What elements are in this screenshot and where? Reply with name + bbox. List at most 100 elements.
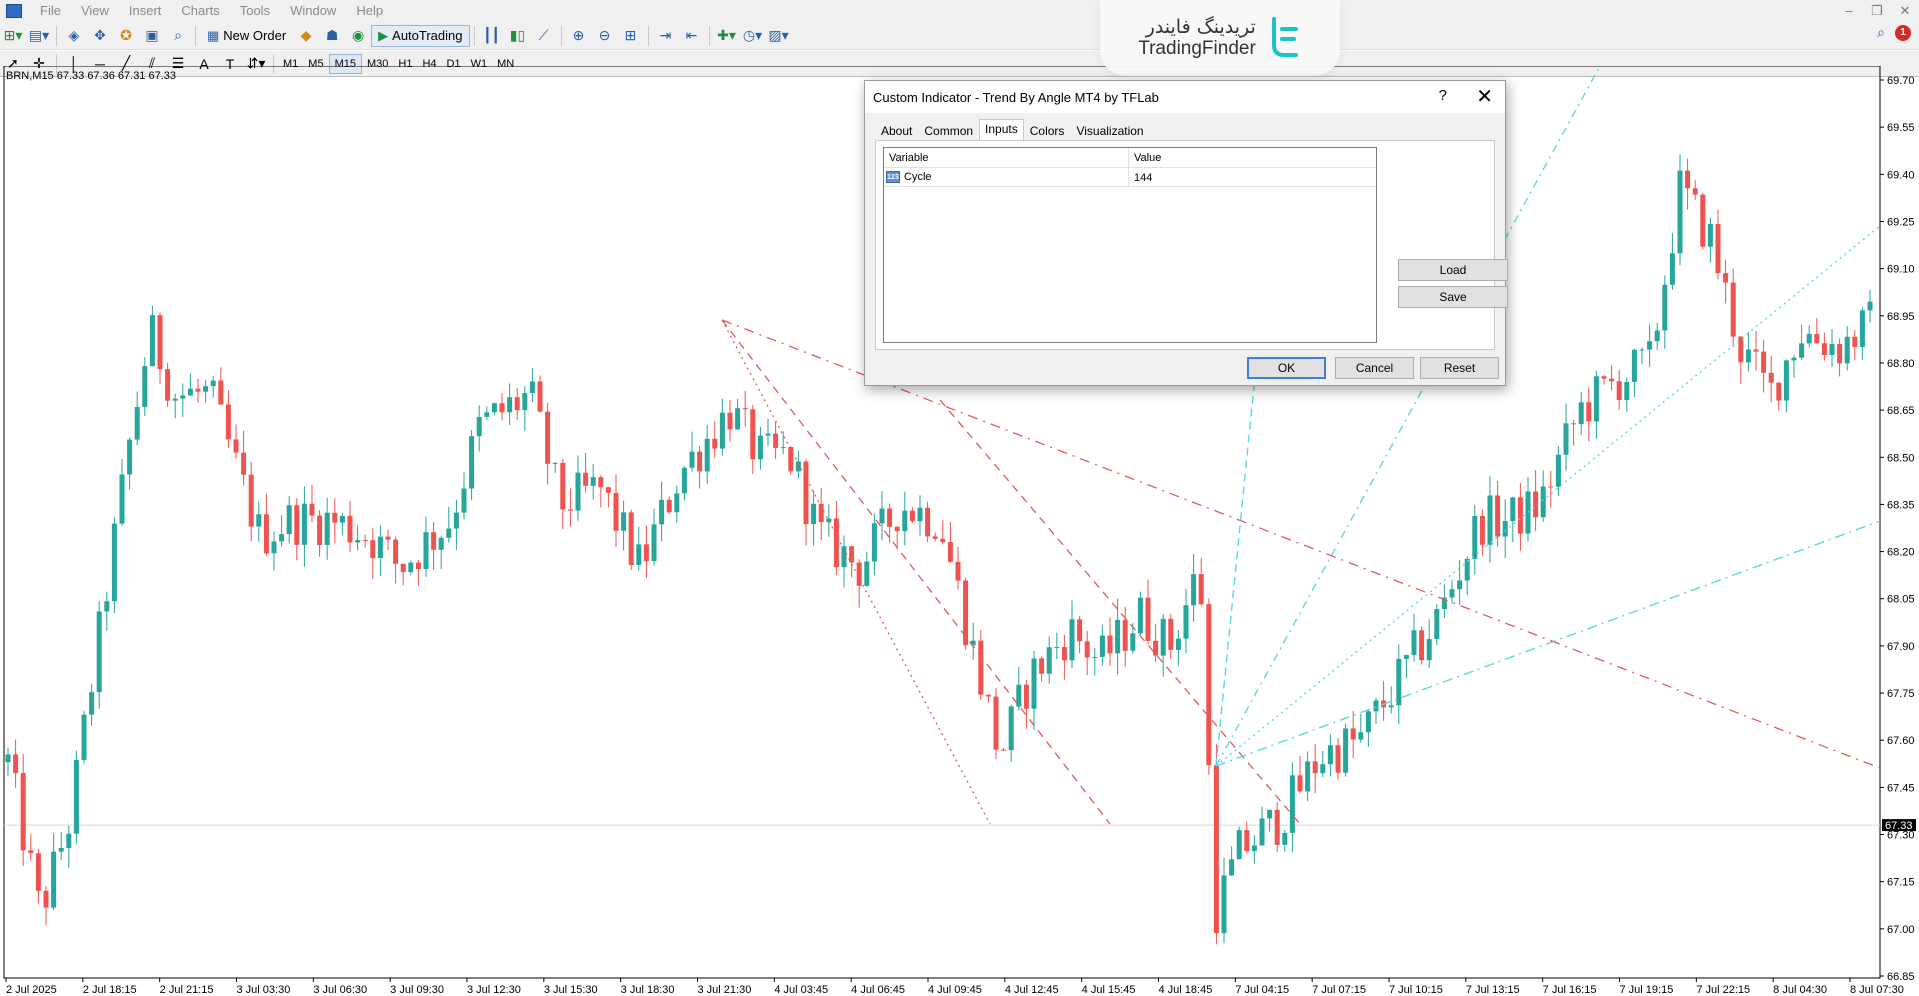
- candle-body: [1426, 639, 1432, 661]
- menu-charts[interactable]: Charts: [181, 3, 220, 18]
- chart-area[interactable]: 69.70 69.55 69.40 69.25 69.10 68.95 68.80 68.65…: [0, 66, 1919, 996]
- candle-body: [925, 507, 931, 537]
- candle-body: [1457, 580, 1463, 590]
- vertical-line-icon[interactable]: │: [69, 55, 79, 72]
- menu-help[interactable]: Help: [356, 3, 384, 18]
- autotrading-button[interactable]: ▶ AutoTrading: [371, 24, 470, 47]
- candlestick-icon[interactable]: ▮▯: [509, 27, 526, 43]
- cursor-icon[interactable]: ➚: [7, 55, 19, 71]
- crosshair-icon[interactable]: ✛: [33, 55, 45, 71]
- profiles-icon[interactable]: ▤▾: [28, 27, 50, 43]
- cancel-button[interactable]: Cancel: [1335, 357, 1414, 379]
- strategy-tester-icon[interactable]: ⌕: [174, 27, 182, 43]
- candle-body: [1464, 558, 1470, 581]
- candle-body: [1791, 357, 1797, 361]
- data-window-icon[interactable]: ✥: [94, 27, 106, 43]
- autotrading-label: AutoTrading: [392, 28, 463, 43]
- help-icon[interactable]: ?: [1438, 87, 1447, 104]
- new-chart-icon[interactable]: ⊞▾: [3, 27, 23, 43]
- candle-body: [894, 526, 900, 532]
- row-value-cell[interactable]: 144: [1134, 172, 1153, 184]
- menu-window[interactable]: Window: [290, 3, 337, 18]
- ok-button[interactable]: OK: [1247, 357, 1326, 379]
- candle-body: [301, 503, 307, 545]
- autoscroll-icon[interactable]: ⇤: [685, 27, 698, 43]
- dialog-titlebar[interactable]: Custom Indicator - Trend By Angle MT4 by…: [865, 81, 1505, 113]
- candle-body: [1175, 638, 1181, 650]
- load-button[interactable]: Load: [1398, 259, 1508, 281]
- bar-chart-icon[interactable]: ┃┃: [483, 27, 500, 43]
- candle-body: [917, 507, 923, 522]
- arrows-icon[interactable]: ⇵▾: [246, 55, 266, 71]
- candle-body: [514, 397, 520, 411]
- market-icon[interactable]: ◉: [352, 27, 365, 43]
- new-order-icon: ▦: [207, 27, 220, 43]
- current-price-label: 67.33: [1885, 820, 1913, 832]
- trendline-icon[interactable]: ╱: [121, 55, 131, 71]
- candle-body: [13, 754, 19, 774]
- x-tick-label: 2 Jul 18:15: [83, 984, 137, 996]
- candle-body: [1837, 344, 1843, 364]
- save-button[interactable]: Save: [1398, 286, 1508, 308]
- tab-common[interactable]: Common: [924, 124, 974, 138]
- candle-body: [1730, 282, 1736, 337]
- candlestick-chart[interactable]: 69.70 69.55 69.40 69.25 69.10 68.95 68.80 68.65…: [0, 66, 1919, 996]
- toolbar-divider: [195, 25, 196, 46]
- close-window-icon[interactable]: ✕: [1899, 3, 1911, 18]
- tab-colors[interactable]: Colors: [1029, 124, 1065, 138]
- chart-shift-icon[interactable]: ⇥: [659, 27, 672, 43]
- x-tick-label: 7 Jul 07:15: [1312, 984, 1366, 996]
- menu-file[interactable]: File: [40, 3, 61, 18]
- line-chart-icon[interactable]: ⟋: [538, 27, 549, 43]
- candle-body: [1130, 633, 1136, 651]
- candle-body: [81, 714, 87, 760]
- indicators-icon[interactable]: ✚▾: [717, 27, 736, 43]
- zoom-in-icon[interactable]: ⊕: [572, 27, 585, 43]
- y-tick-label: 68.50: [1887, 452, 1915, 464]
- candle-body: [1289, 775, 1295, 833]
- candle-body: [66, 833, 72, 848]
- reset-button[interactable]: Reset: [1420, 357, 1499, 379]
- new-order-label: New Order: [223, 28, 287, 43]
- horizontal-line-icon[interactable]: ─: [95, 55, 105, 72]
- candle-body: [1183, 605, 1189, 639]
- header-value[interactable]: Value: [1134, 152, 1162, 164]
- close-icon[interactable]: ✕: [1476, 86, 1493, 108]
- tile-windows-icon[interactable]: ⊞: [624, 27, 637, 43]
- y-tick-label: 69.55: [1887, 122, 1915, 134]
- notification-badge[interactable]: 1: [1895, 24, 1911, 41]
- metaeditor-icon[interactable]: ◆: [300, 27, 312, 43]
- text-label-icon[interactable]: T: [225, 55, 235, 72]
- header-variable[interactable]: Variable: [884, 148, 1129, 167]
- candle-body: [1624, 381, 1630, 400]
- toolbar-divider: [56, 25, 57, 46]
- fibonacci-icon[interactable]: ☰: [171, 55, 185, 71]
- minimize-icon[interactable]: –: [1845, 3, 1853, 18]
- text-tool-icon[interactable]: A: [199, 55, 209, 72]
- candle-body: [484, 412, 490, 417]
- table-row[interactable]: 123 Cycle 144: [884, 168, 1376, 187]
- signals-icon[interactable]: ☗: [325, 27, 339, 43]
- templates-icon[interactable]: ▨▾: [768, 27, 789, 43]
- menu-insert[interactable]: Insert: [128, 3, 162, 18]
- tab-about[interactable]: About: [881, 124, 913, 138]
- menu-view[interactable]: View: [80, 3, 109, 18]
- zoom-out-icon[interactable]: ⊖: [598, 27, 611, 43]
- candle-body: [1631, 349, 1637, 382]
- candle-body: [134, 406, 140, 440]
- inputs-table[interactable]: Variable Value 123 Cycle 144: [883, 147, 1377, 343]
- restore-icon[interactable]: ❐: [1871, 3, 1883, 18]
- tab-inputs[interactable]: Inputs: [979, 119, 1024, 141]
- candle-body: [180, 395, 186, 399]
- cyan-angle-line: [1215, 66, 1601, 767]
- market-watch-icon[interactable]: ◈: [68, 27, 80, 43]
- menu-tools[interactable]: Tools: [239, 3, 271, 18]
- search-icon[interactable]: ⌕: [1877, 24, 1885, 40]
- x-tick-label: 7 Jul 16:15: [1543, 984, 1597, 996]
- periods-icon[interactable]: ◷▾: [742, 27, 763, 43]
- tab-visualization[interactable]: Visualization: [1076, 124, 1144, 138]
- new-order-button[interactable]: ▦ New Order: [200, 25, 293, 47]
- navigator-icon[interactable]: ✪: [120, 27, 132, 43]
- terminal-icon[interactable]: ▣: [145, 27, 159, 43]
- channel-icon[interactable]: ⫽: [148, 55, 156, 71]
